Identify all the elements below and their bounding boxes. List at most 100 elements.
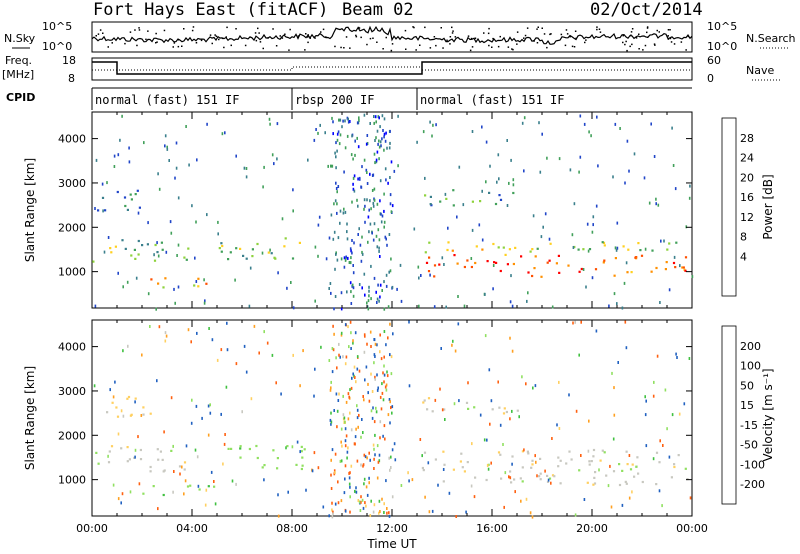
- streak-cell-velocity: [330, 420, 333, 424]
- xtick-label: 00:00: [76, 522, 108, 535]
- streak-cell-velocity: [390, 406, 392, 410]
- streak-cell-velocity: [344, 420, 346, 424]
- noise-cell-velocity: [521, 375, 523, 379]
- noise-cell-velocity: [213, 480, 215, 483]
- noise-cell-power: [512, 183, 515, 187]
- noise-cell-velocity: [383, 424, 386, 428]
- streak-cell-power: [349, 120, 351, 123]
- scatter-cell-power: [594, 268, 598, 271]
- streak-cell-velocity: [334, 502, 337, 506]
- noise-cell-power: [481, 189, 483, 193]
- noise-search-point: [483, 32, 485, 34]
- scatter-cell-velocity: [142, 406, 145, 409]
- streak-cell-velocity: [368, 399, 371, 403]
- noise-cell-power: [679, 264, 681, 268]
- nave-right-tick: 60: [707, 54, 721, 67]
- noise-cell-velocity: [366, 493, 369, 497]
- noise-cell-velocity: [662, 444, 664, 447]
- noise-cell-velocity: [349, 411, 351, 415]
- streak-cell-power: [357, 177, 359, 181]
- noise-cell-power: [243, 166, 246, 170]
- noise-search-point: [656, 29, 658, 32]
- noise-right-label: N.Search: [746, 32, 796, 45]
- streak-cell-power: [383, 148, 385, 152]
- scatter-cell-velocity: [189, 484, 192, 487]
- noise-cell-power: [583, 122, 586, 126]
- scatter-cell-power: [134, 193, 137, 196]
- noise-cell-power: [608, 304, 610, 308]
- scatter-cell-power: [531, 274, 534, 278]
- noise-cell-velocity: [652, 394, 655, 398]
- noise-search-point: [452, 30, 454, 32]
- streak-cell-velocity: [374, 377, 376, 381]
- noise-cell-power: [542, 225, 544, 229]
- streak-cell-power: [342, 211, 345, 215]
- scatter-cell-power: [520, 255, 523, 258]
- noise-cell-power: [319, 123, 321, 127]
- noise-cell-power: [339, 133, 342, 137]
- noise-cell-velocity: [375, 406, 377, 410]
- noise-cell-velocity: [613, 413, 616, 417]
- streak-cell-power: [372, 201, 375, 205]
- noise-cell-power: [268, 117, 271, 121]
- streak-cell-velocity: [376, 373, 378, 377]
- noise-cell-velocity: [609, 464, 611, 468]
- scatter-cell-velocity: [207, 485, 210, 488]
- noise-cell-velocity: [195, 404, 198, 408]
- noise-cell-power: [590, 134, 592, 138]
- streak-cell-power: [346, 290, 348, 294]
- noise-cell-velocity: [484, 334, 487, 338]
- streak-cell-power: [375, 160, 378, 164]
- xtick-label: 20:00: [576, 522, 608, 535]
- scatter-cell-power: [97, 209, 100, 212]
- streak-cell-power: [366, 171, 368, 174]
- scatter-cell-power: [438, 263, 441, 266]
- scatter-cell-power: [514, 246, 517, 249]
- cpid-segment-label: normal (fast) 151 IF: [420, 93, 565, 107]
- noise-cell-velocity: [287, 490, 289, 494]
- noise-cell-velocity: [376, 444, 379, 448]
- streak-cell-velocity: [389, 468, 391, 472]
- noise-left-tick: 10^5: [42, 20, 72, 33]
- noise-cell-velocity: [509, 417, 511, 421]
- streak-cell-power: [352, 176, 355, 180]
- scatter-cell-power: [157, 282, 160, 285]
- scatter-cell-velocity: [502, 412, 506, 415]
- xtick-label: 16:00: [476, 522, 508, 535]
- scatter-cell-velocity: [139, 448, 142, 452]
- scatter-cell-power: [529, 250, 532, 253]
- streak-cell-velocity: [358, 413, 360, 417]
- noise-cell-velocity: [525, 382, 527, 386]
- streak-cell-velocity: [378, 499, 381, 503]
- streak-cell-power: [381, 289, 383, 292]
- streak-cell-velocity: [349, 471, 351, 475]
- noise-cell-power: [496, 180, 498, 184]
- scatter-cell-power: [220, 242, 223, 245]
- noise-cell-power: [366, 301, 368, 305]
- streak-cell-velocity: [339, 459, 342, 463]
- noise-cell-velocity: [483, 438, 486, 442]
- noise-search-point: [222, 37, 224, 40]
- scatter-cell-power: [536, 247, 539, 250]
- noise-cell-velocity: [457, 322, 460, 326]
- noise-cell-power: [169, 220, 172, 224]
- noise-cell-power: [478, 223, 481, 227]
- scatter-cell-power: [493, 261, 496, 264]
- noise-cell-velocity: [181, 465, 183, 469]
- freq-trace: [92, 61, 692, 75]
- scatter-cell-power: [602, 261, 605, 264]
- streak-cell-velocity: [348, 476, 351, 480]
- noise-cell-power: [157, 254, 160, 258]
- xtick-label: 08:00: [276, 522, 308, 535]
- noise-search-point: [673, 43, 676, 45]
- scatter-cell-velocity: [139, 458, 143, 461]
- noise-search-point: [369, 37, 372, 40]
- noise-cell-velocity: [509, 476, 512, 480]
- noise-cell-velocity: [628, 454, 631, 457]
- scatter-cell-power: [114, 245, 117, 248]
- noise-cell-power: [396, 287, 398, 291]
- streak-cell-velocity: [336, 409, 339, 413]
- scatter-cell-velocity: [509, 470, 512, 473]
- noise-cell-power: [143, 141, 145, 145]
